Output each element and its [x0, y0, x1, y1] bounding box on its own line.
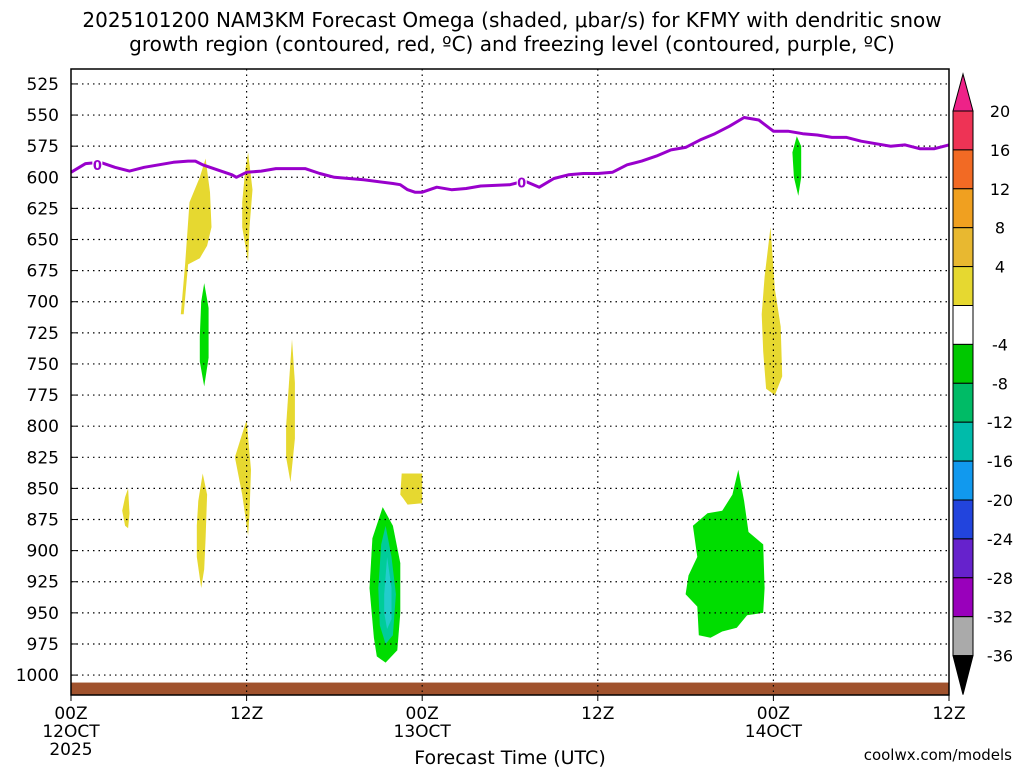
freezing-label-bg-0 — [92, 157, 103, 172]
x-tick-label-4: 00Z — [757, 704, 790, 724]
x-tick-label-2: 00Z — [406, 704, 439, 724]
y-tick-label-650: 650 — [27, 231, 59, 251]
omega-region-12 — [685, 469, 765, 638]
y-tick-label-800: 800 — [27, 417, 59, 437]
colorbar-bin-11 — [952, 538, 974, 579]
y-tick-label-525: 525 — [27, 75, 59, 95]
omega-region-11 — [384, 556, 392, 629]
y-tick-label-775: 775 — [27, 386, 59, 406]
colorbar-bin-3 — [952, 227, 974, 268]
y-tick-label-925: 925 — [27, 573, 59, 593]
y-tick-label-950: 950 — [27, 604, 59, 624]
x-tick-label-3: 12Z — [581, 704, 614, 724]
plot-frame — [70, 68, 950, 696]
colorbar-label-12: -32 — [987, 608, 1013, 627]
colorbar-bin-7 — [952, 382, 974, 423]
colorbar-bin-8 — [952, 421, 974, 462]
colorbar-bin-6 — [952, 343, 974, 384]
freezing-level-label-0: 0 — [93, 159, 102, 174]
y-tick-label-750: 750 — [27, 355, 59, 375]
chart-title-line1: 2025101200 NAM3KM Forecast Omega (shaded… — [82, 8, 941, 32]
omega-region-7 — [122, 488, 130, 529]
colorbar-bin-4 — [952, 266, 974, 307]
y-tick-label-900: 900 — [27, 542, 59, 562]
freezing-label-bg-1 — [516, 175, 527, 190]
y-tick-label-600: 600 — [27, 168, 59, 188]
colorbar-bin-12 — [952, 577, 974, 618]
y-tick-label-975: 975 — [27, 635, 59, 655]
x-tick-date-4: 14OCT — [745, 722, 803, 742]
y-tick-label-700: 700 — [27, 293, 59, 313]
x-tick-date-2: 13OCT — [394, 722, 452, 742]
colorbar-bottom-arrow — [952, 655, 974, 695]
colorbar-bin-5 — [952, 305, 974, 345]
colorbar-bin-1 — [952, 149, 974, 190]
y-tick-label-675: 675 — [27, 262, 59, 282]
y-tick-label-825: 825 — [27, 448, 59, 468]
omega-region-8 — [400, 473, 423, 505]
omega-region-5 — [234, 420, 251, 536]
colorbar-label-5: -4 — [992, 335, 1008, 354]
omega-region-1 — [180, 158, 212, 315]
omega-region-13 — [761, 227, 783, 396]
x-tick-year-0: 2025 — [49, 740, 92, 760]
colorbar-label-0: 20 — [990, 102, 1010, 121]
colorbar-top-arrow — [952, 72, 974, 112]
freezing-level-line — [70, 116, 950, 194]
colorbar-bin-10 — [952, 499, 974, 540]
colorbar-bin-13 — [952, 616, 974, 657]
omega-region-3 — [199, 283, 209, 387]
y-tick-label-875: 875 — [27, 511, 59, 531]
y-tick-label-625: 625 — [27, 199, 59, 219]
omega-region-4 — [286, 339, 295, 483]
colorbar-label-7: -12 — [987, 413, 1013, 432]
colorbar-label-13: -36 — [987, 647, 1013, 666]
ground-surface — [71, 682, 949, 695]
colorbar-label-11: -28 — [987, 569, 1013, 588]
colorbar-label-6: -8 — [992, 374, 1008, 393]
credit-text: coolwx.com/models — [864, 746, 1012, 764]
colorbar-label-9: -20 — [987, 491, 1013, 510]
y-tick-label-575: 575 — [27, 137, 59, 157]
omega-region-6 — [196, 473, 208, 588]
x-axis-label: Forecast Time (UTC) — [414, 747, 605, 768]
y-tick-label-725: 725 — [27, 324, 59, 344]
omega-region-2 — [242, 152, 253, 262]
x-tick-label-1: 12Z — [230, 704, 263, 724]
y-tick-label-850: 850 — [27, 479, 59, 499]
freezing-level-label-1: 0 — [517, 176, 526, 191]
colorbar-label-1: 16 — [990, 141, 1010, 160]
colorbar-label-10: -24 — [987, 530, 1013, 549]
colorbar-bin-0 — [952, 110, 974, 151]
colorbar-label-8: -16 — [987, 452, 1013, 471]
x-tick-label-0: 00Z — [54, 704, 87, 724]
colorbar-bin-9 — [952, 460, 974, 501]
colorbar-label-4: 4 — [995, 258, 1005, 277]
omega-region-14 — [792, 136, 802, 196]
y-tick-label-1000: 1000 — [16, 666, 59, 686]
x-tick-date-0: 12OCT — [42, 722, 100, 742]
y-tick-label-550: 550 — [27, 106, 59, 126]
colorbar-bin-2 — [952, 188, 974, 229]
colorbar-label-2: 12 — [990, 180, 1010, 199]
chart-title-line2: growth region (contoured, red, ºC) and f… — [129, 32, 895, 56]
colorbar-label-3: 8 — [995, 219, 1005, 238]
x-tick-label-5: 12Z — [932, 704, 965, 724]
